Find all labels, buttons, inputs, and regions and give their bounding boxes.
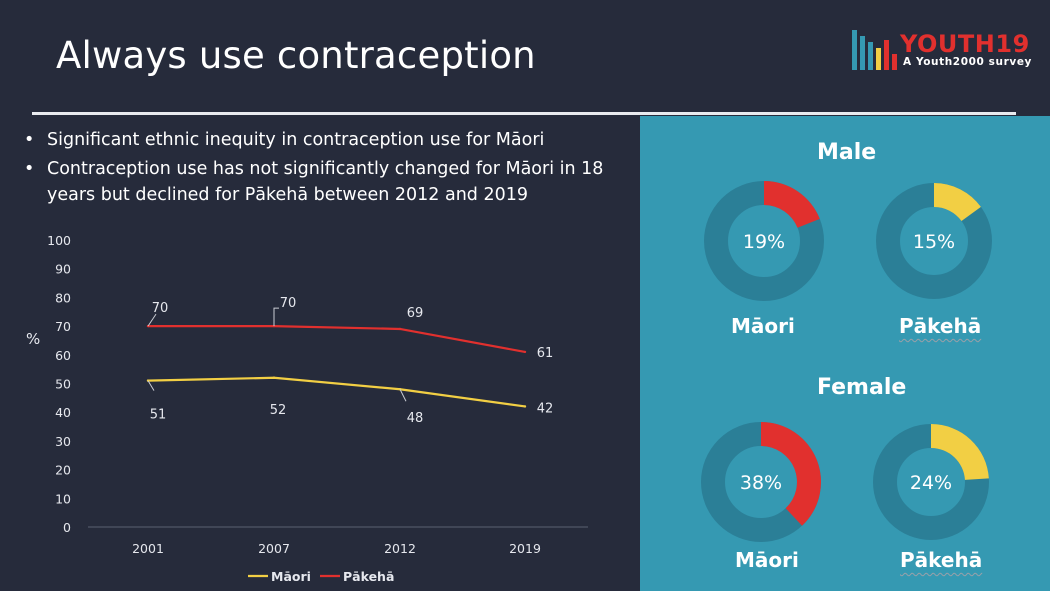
bullet-dot-icon: • <box>24 130 35 150</box>
y-tick-label: 50 <box>55 377 71 392</box>
bullet-item: • Significant ethnic inequity in contrac… <box>24 127 624 153</box>
data-label: 70 <box>280 296 297 311</box>
data-label: 48 <box>407 411 424 426</box>
series-line-pakeha <box>148 324 526 354</box>
donut-female-maori: 38% <box>701 422 821 542</box>
line-chart: 0 10 20 30 40 50 60 70 80 90 100% 2001 2007 2012 2019 5… <box>26 233 588 584</box>
female-heading: Female <box>817 375 907 400</box>
donut-panel: Male 19% 15% Māori Pākehā Female 38% 24%… <box>640 116 1050 591</box>
bullet-text: Contraception use has not significantly … <box>47 159 604 205</box>
logo-bar <box>884 40 889 70</box>
data-label-leader <box>147 380 155 391</box>
logo-bar <box>852 30 857 70</box>
donut-male-maori: 19% <box>704 181 824 301</box>
donut-female-pakeha: 24% <box>873 424 989 540</box>
y-tick-label: 30 <box>55 434 71 449</box>
youth19-logo: YOUTH19 A Youth2000 survey <box>850 30 1035 72</box>
donut-label-female-maori: Māori <box>735 548 799 572</box>
y-tick-label: 40 <box>55 405 71 420</box>
logo-bar <box>868 42 873 70</box>
donut-slice <box>764 181 820 228</box>
y-tick-label: 80 <box>55 290 71 305</box>
bullet-list: • Significant ethnic inequity in contrac… <box>24 127 624 211</box>
logo-tagline: A Youth2000 survey <box>903 56 1032 68</box>
donut-value-label: 38% <box>740 472 782 494</box>
x-tick-label: 2007 <box>258 541 290 556</box>
x-tick-label: 2012 <box>384 541 416 556</box>
y-tick-label: 10 <box>55 491 71 506</box>
donut-label-male-pakeha: Pākehā <box>899 314 982 338</box>
data-point <box>523 405 527 408</box>
data-label: 70 <box>152 301 169 316</box>
data-point <box>272 376 276 379</box>
logo-bar <box>892 54 897 70</box>
legend-label: Pākehā <box>343 569 394 584</box>
y-tick-label: 20 <box>55 463 71 478</box>
data-label-leader <box>399 389 407 402</box>
donut-slice <box>931 424 989 480</box>
donut-slice <box>934 183 981 222</box>
donut-male-pakeha: 15% <box>876 183 992 299</box>
y-tick-label: 0 <box>63 520 71 535</box>
y-tick-label: 100 <box>47 233 71 248</box>
data-label: 69 <box>407 306 424 321</box>
data-point <box>398 327 402 331</box>
data-label-leader <box>147 313 157 327</box>
bullet-dot-icon: • <box>24 159 35 179</box>
data-label: 42 <box>537 401 554 416</box>
data-point <box>523 350 527 354</box>
bullet-item: • Contraception use has not significantl… <box>24 156 624 208</box>
data-label: 51 <box>150 408 167 423</box>
donut-value-label: 15% <box>913 231 955 253</box>
logo-bars-icon <box>850 30 898 70</box>
logo-brand: YOUTH19 <box>900 30 1030 58</box>
data-label-leader <box>273 307 279 327</box>
slide-title: Always use contraception <box>56 34 536 77</box>
data-label: 61 <box>537 346 554 361</box>
x-tick-label: 2001 <box>132 541 164 556</box>
series-line-maori <box>147 376 526 408</box>
donut-value-label: 19% <box>743 231 785 253</box>
donut-label-female-pakeha: Pākehā <box>900 548 983 572</box>
y-axis-label: % <box>26 330 40 348</box>
title-divider <box>32 112 1016 115</box>
donut-label-male-maori: Māori <box>731 314 795 338</box>
donut-value-label: 24% <box>910 472 952 494</box>
logo-bar <box>860 36 865 70</box>
logo-bar <box>876 48 881 70</box>
legend-label: Māori <box>271 569 311 584</box>
male-heading: Male <box>817 140 877 165</box>
donut-slice <box>761 422 821 526</box>
y-tick-label: 70 <box>55 319 71 334</box>
data-label: 52 <box>270 403 287 418</box>
y-tick-label: 90 <box>55 262 71 277</box>
y-tick-label: 60 <box>55 348 71 363</box>
x-tick-label: 2019 <box>509 541 541 556</box>
bullet-text: Significant ethnic inequity in contracep… <box>47 130 545 150</box>
